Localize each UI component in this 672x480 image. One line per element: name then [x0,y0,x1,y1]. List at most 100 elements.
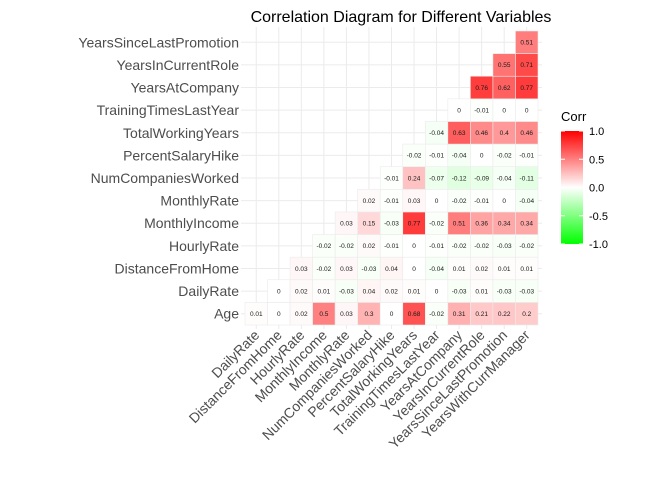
cell-value-label: -0.03 [384,221,399,228]
cell-value-label: 0.76 [475,85,488,92]
cell-value-label: 0.01 [453,266,466,273]
cell-value-label: 0.02 [295,288,308,295]
cell-value-label: -0.03 [519,288,534,295]
cell-value-label: 0 [525,107,529,114]
chart-title: Correlation Diagram for Different Variab… [251,9,552,26]
cell-value-label: 0.01 [475,288,488,295]
cell-value-label: 0.68 [408,311,421,318]
cell-value-label: -0.01 [474,107,489,114]
cell-value-label: 0 [480,153,484,160]
cell-value-label: 0.03 [340,266,353,273]
cell-value-label: -0.03 [497,243,512,250]
cell-value-label: -0.11 [520,175,535,182]
legend-title: Corr [561,109,587,124]
cell-value-label: 0.51 [520,40,533,47]
cell-value-label: 0.55 [498,62,511,69]
cell-value-label: 0 [277,311,281,318]
cell-value-label: -0.02 [452,198,467,205]
cell-value-label: -0.02 [429,221,444,228]
cell-value-label: 0.34 [498,221,511,228]
cell-value-label: 0.36 [475,221,488,228]
cell-value-label: -0.03 [452,288,467,295]
cell-value-label: 0.04 [363,288,376,295]
cell-value-label: 0.77 [520,85,533,92]
cell-value-label: -0.07 [429,175,444,182]
y-tick-label: PercentSalaryHike [123,147,239,163]
y-tick-label: TrainingTimesLastYear [97,102,240,118]
y-tick-label: MonthlyIncome [144,215,239,231]
cell-value-label: -0.03 [497,288,512,295]
legend-tick-label: 1.0 [589,126,604,138]
legend-tick-label: 0.0 [589,183,604,195]
legend-ticks: 1.0 0.5 0.0 -0.5 -1.0 [561,126,608,251]
cell-value-label: 0.4 [500,130,509,137]
cell-value-label: -0.02 [429,311,444,318]
cell-value-label: 0.02 [363,243,376,250]
cell-value-label: 0.46 [475,130,488,137]
cell-value-label: -0.04 [429,130,444,137]
cell-value-label: -0.03 [339,288,354,295]
cell-value-label: -0.03 [362,266,377,273]
cell-value-label: 0.71 [520,62,533,69]
y-tick-label: NumCompaniesWorked [91,170,239,186]
cell-value-label: 0.01 [498,266,511,273]
cell-value-label: 0.51 [453,221,466,228]
cell-value-label: -0.04 [497,175,512,182]
cell-value-label: 0 [435,198,439,205]
cell-value-label: 0.15 [363,221,376,228]
cell-value-label: 0.3 [364,311,373,318]
cell-value-label: 0.34 [520,221,533,228]
y-tick-label: DistanceFromHome [115,260,240,276]
cell-value-label: -0.04 [452,153,467,160]
cell-value-label: -0.01 [384,243,399,250]
cell-value-label: 0 [435,288,439,295]
y-tick-label: HourlyRate [169,238,239,254]
cell-value-label: -0.02 [519,243,534,250]
cell-value-label: 0.62 [498,85,511,92]
legend: Corr 1.0 0.5 0.0 -0.5 -1.0 [561,109,608,251]
cell-value-label: 0.63 [453,130,466,137]
cell-value-label: 0.01 [408,288,421,295]
y-axis-labels: Age DailyRate DistanceFromHome HourlyRate Mo… [78,34,239,321]
cell-value-label: 0.22 [498,311,511,318]
cell-value-label: 0.03 [340,311,353,318]
cell-value-label: 0.46 [520,130,533,137]
cell-value-label: 0.2 [522,311,531,318]
cell-value-label: 0 [412,266,416,273]
cell-value-label: 0 [412,243,416,250]
cell-value-label: -0.01 [384,175,399,182]
cell-value-label: -0.04 [429,266,444,273]
cell-value-label: 0.02 [295,311,308,318]
cell-value-label: -0.01 [384,198,399,205]
legend-colorbar [561,131,583,244]
heatmap-cell [515,30,539,54]
y-tick-label: Age [214,306,239,322]
cell-value-label: 0.02 [363,198,376,205]
cell-value-label: 0.03 [295,266,308,273]
cell-value-label: 0.04 [385,266,398,273]
cell-value-label: -0.01 [519,153,534,160]
cell-value-label: 0 [390,311,394,318]
cell-value-label: 0.02 [475,266,488,273]
heatmap-cells: 0.01 0 0.02 0.5 0.03 0.3 0 0.68 -0.02 0.31 0.21 0.2… [244,30,539,326]
cell-value-label: -0.01 [429,243,444,250]
cell-value-label: -0.01 [429,153,444,160]
cell-value-label: 0.01 [520,266,533,273]
cell-value-label: -0.02 [316,243,331,250]
y-tick-label: MonthlyRate [160,193,239,209]
cell-value-label: 0.5 [319,311,328,318]
y-tick-label: TotalWorkingYears [123,125,239,141]
cell-value-label: 0.03 [408,198,421,205]
cell-value-label: 0 [502,198,506,205]
cell-value-label: -0.04 [519,198,534,205]
y-tick-label: YearsAtCompany [131,80,239,96]
x-axis-labels: DailyRateDistanceFromHomeHourlyRateMonth… [186,327,533,452]
cell-value-label: -0.02 [316,266,331,273]
cell-value-label: 0.77 [408,221,421,228]
cell-value-label: -0.02 [474,243,489,250]
cell-value-label: 0 [502,107,506,114]
cell-value-label: 0.01 [318,288,331,295]
cell-value-label: 0.31 [453,311,466,318]
cell-value-label: 0.02 [385,288,398,295]
